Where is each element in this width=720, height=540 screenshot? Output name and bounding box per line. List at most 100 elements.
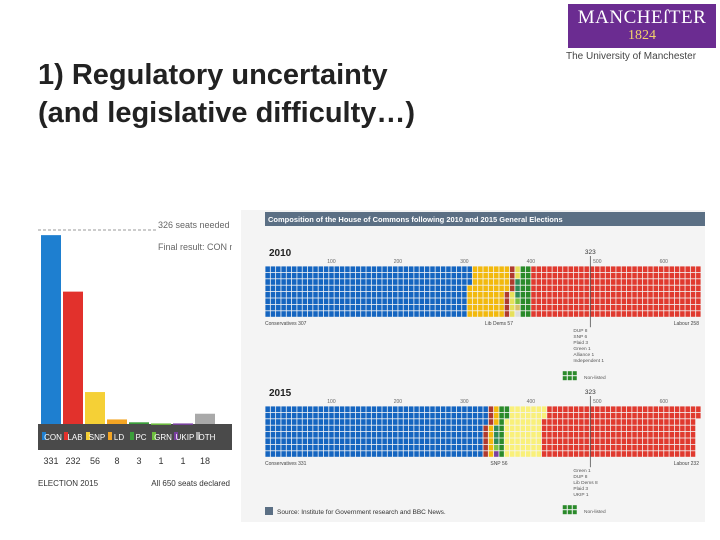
- seat-cell: [573, 425, 579, 432]
- seat-cell: [632, 444, 637, 451]
- seat-cell: [642, 438, 648, 444]
- seat-cell: [371, 266, 377, 272]
- seat-cell: [377, 412, 382, 419]
- seat-cell: [377, 304, 382, 311]
- legend-item: Green 1: [573, 346, 591, 352]
- seat-cell: [451, 438, 457, 444]
- seat-cell: [621, 444, 627, 451]
- seat-cell: [499, 304, 504, 311]
- seat-cell: [595, 444, 600, 451]
- seat-cell: [658, 425, 664, 432]
- axis-tick: 400: [527, 259, 536, 265]
- seat-cell: [318, 272, 324, 279]
- seat-cell: [520, 419, 526, 425]
- seat-cell: [547, 419, 552, 425]
- seat-cell: [355, 444, 361, 451]
- seat-cell: [595, 292, 600, 298]
- seat-cell: [339, 425, 345, 432]
- seat-cell: [653, 451, 659, 457]
- seat-cell: [520, 406, 526, 412]
- seat-cell: [616, 444, 621, 451]
- seat-cell: [626, 279, 632, 285]
- seat-cell: [334, 298, 340, 304]
- seat-cell: [520, 304, 526, 311]
- seat-cell: [414, 285, 419, 292]
- seat-cell: [393, 444, 398, 451]
- seat-cell: [573, 406, 579, 412]
- seat-cell: [361, 279, 366, 285]
- seat-cell: [494, 292, 499, 298]
- seat-cell: [430, 298, 435, 304]
- seat-cell: [579, 272, 584, 279]
- seat-cell: [509, 272, 515, 279]
- seat-cell: [276, 279, 281, 285]
- seat-cell: [611, 451, 616, 457]
- seat-cell: [323, 432, 329, 438]
- seat-cell: [680, 304, 685, 311]
- seat-cell: [291, 425, 297, 432]
- seat-cell: [509, 419, 515, 425]
- seat-cell: [403, 272, 409, 279]
- seat-cell: [424, 311, 430, 317]
- seat-cell: [435, 285, 441, 292]
- seat-cell: [552, 419, 558, 425]
- seat-cell: [488, 279, 494, 285]
- seat-cell: [563, 406, 568, 412]
- seat-cell: [323, 425, 329, 432]
- seat-cell: [600, 266, 605, 272]
- seat-cell: [403, 425, 409, 432]
- seat-cell: [276, 444, 281, 451]
- seat-cell: [446, 285, 451, 292]
- seat-cell: [685, 292, 690, 298]
- seat-cell: [366, 444, 371, 451]
- seat-cell: [281, 412, 286, 419]
- seat-cell: [329, 272, 334, 279]
- seat-cell: [504, 285, 510, 292]
- seat-cell: [520, 311, 526, 317]
- seat-cell: [302, 285, 308, 292]
- seat-cell: [664, 304, 669, 311]
- seat-cell: [435, 451, 441, 457]
- seat-cell: [291, 298, 297, 304]
- seat-cell: [350, 438, 355, 444]
- seat-cell: [419, 279, 425, 285]
- seat-cell: [563, 444, 568, 451]
- extra-label: Non-listed: [584, 375, 606, 381]
- seat-cell: [626, 438, 632, 444]
- seat-cell: [382, 451, 387, 457]
- seat-cell: [674, 406, 680, 412]
- seat-cell: [525, 419, 531, 425]
- seat-cell: [467, 298, 472, 304]
- seat-cell: [595, 432, 600, 438]
- seat-cell: [488, 266, 494, 272]
- seat-cell: [302, 272, 308, 279]
- seat-cell: [366, 272, 371, 279]
- seat-cell: [563, 419, 568, 425]
- seat-cell: [547, 412, 552, 419]
- seat-cell: [605, 272, 611, 279]
- seat-cell: [318, 304, 324, 311]
- seat-cell: [270, 444, 276, 451]
- seat-cell: [307, 451, 313, 457]
- seat-cell: [674, 451, 680, 457]
- seat-cell: [307, 292, 313, 298]
- seat-cell: [531, 425, 536, 432]
- seat-cell: [520, 266, 526, 272]
- seat-cell: [525, 412, 531, 419]
- seat-cell: [462, 419, 467, 425]
- seat-cell: [573, 266, 579, 272]
- seat-cell: [589, 406, 595, 412]
- seat-cell: [642, 425, 648, 432]
- seat-cell: [302, 279, 308, 285]
- seat-cell: [430, 311, 435, 317]
- category-label: SNP: [89, 433, 105, 442]
- seat-cell: [387, 432, 393, 438]
- seat-cell: [504, 419, 510, 425]
- seat-cell: [664, 266, 669, 272]
- seat-cell: [664, 285, 669, 292]
- seat-cell: [600, 419, 605, 425]
- seat-cell: [361, 412, 366, 419]
- seat-cell: [387, 438, 393, 444]
- seat-cell: [435, 406, 441, 412]
- value-label: 1: [180, 456, 185, 466]
